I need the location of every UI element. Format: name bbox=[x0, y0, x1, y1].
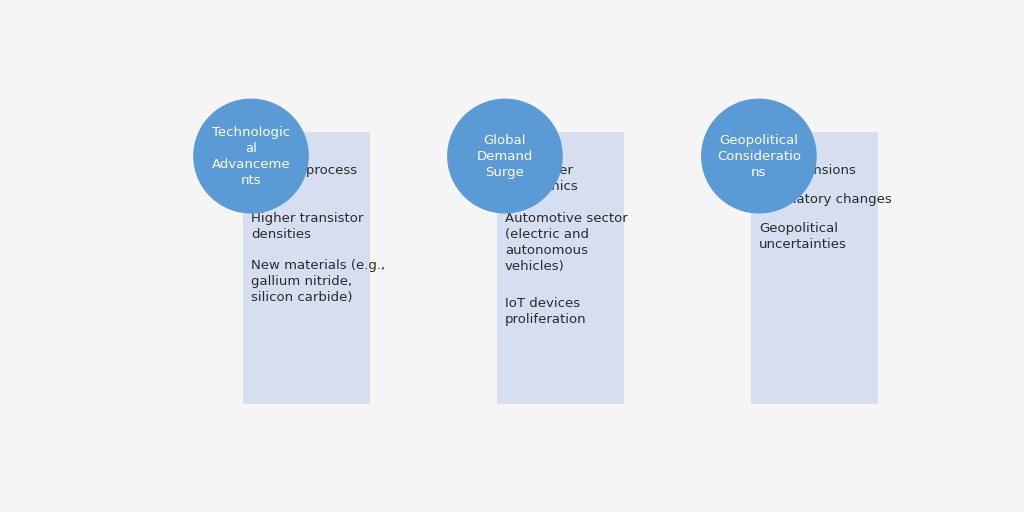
Text: Automotive sector
(electric and
autonomous
vehicles): Automotive sector (electric and autonomo… bbox=[505, 211, 628, 273]
Text: Trade tensions: Trade tensions bbox=[759, 164, 856, 177]
Text: Geopolitical
uncertainties: Geopolitical uncertainties bbox=[759, 222, 847, 250]
FancyBboxPatch shape bbox=[497, 133, 624, 404]
FancyBboxPatch shape bbox=[243, 133, 370, 404]
Text: Geopolitical
Consideratio
ns: Geopolitical Consideratio ns bbox=[717, 134, 801, 179]
Text: Consumer
electronics: Consumer electronics bbox=[505, 164, 578, 193]
Text: Technologic
al
Advanceme
nts: Technologic al Advanceme nts bbox=[212, 125, 291, 186]
Text: New materials (e.g.,
gallium nitride,
silicon carbide): New materials (e.g., gallium nitride, si… bbox=[251, 260, 385, 304]
FancyBboxPatch shape bbox=[751, 133, 878, 404]
Text: IoT devices
proliferation: IoT devices proliferation bbox=[505, 297, 587, 326]
Ellipse shape bbox=[194, 99, 308, 213]
Text: Global
Demand
Surge: Global Demand Surge bbox=[477, 134, 534, 179]
Text: Regulatory changes: Regulatory changes bbox=[759, 193, 892, 206]
Text: Smaller process
nodes: Smaller process nodes bbox=[251, 164, 357, 193]
Text: Higher transistor
densities: Higher transistor densities bbox=[251, 211, 364, 241]
Ellipse shape bbox=[701, 99, 816, 213]
Ellipse shape bbox=[447, 99, 562, 213]
